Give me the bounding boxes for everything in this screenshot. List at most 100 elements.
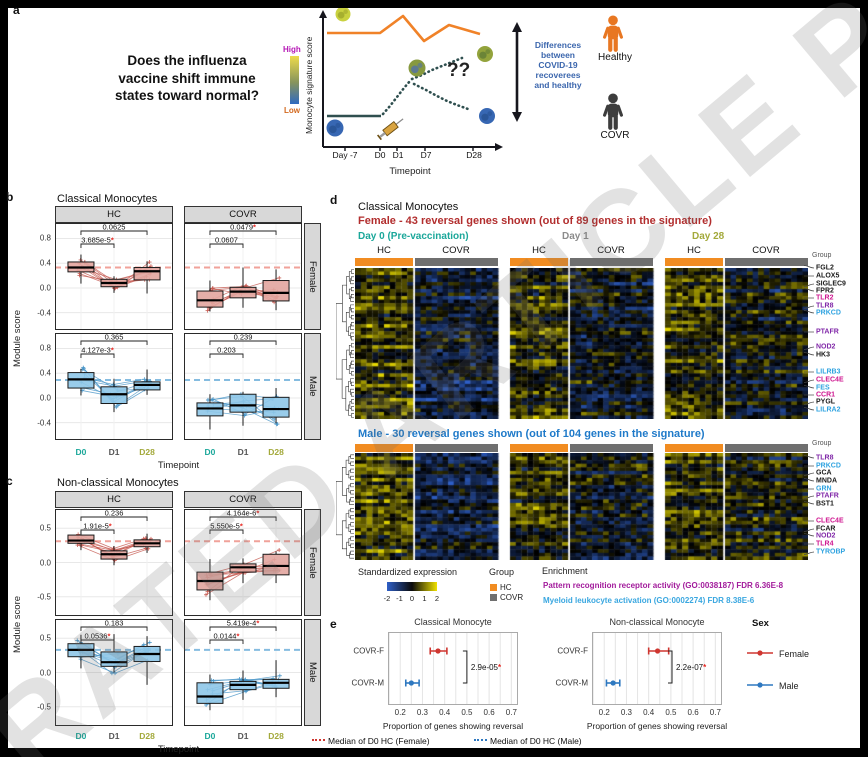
heatmap-col-label: COVR: [442, 245, 470, 256]
group-annotation-bar: [665, 258, 723, 266]
enrichment-item-pattern-recognition: Pattern recognition receptor activity (G…: [543, 581, 784, 590]
x-tick-D28: D28: [139, 447, 155, 457]
x-tick-D0: D0: [204, 447, 216, 457]
day0-header: Day 0 (Pre-vaccination): [358, 231, 469, 242]
male-legend-marker: [747, 682, 773, 688]
svg-text:0.239: 0.239: [234, 333, 253, 342]
y-tick-label: -0.4: [37, 308, 51, 318]
y-tick-label: 0.4: [39, 368, 51, 378]
panel-a-xtick-d7: D7: [420, 150, 432, 160]
boxplot-cell-hc-female: 1.91e-5* 0.236: [55, 509, 173, 616]
x-tick-0.5: 0.5: [665, 708, 677, 717]
footnote-female-median: Median of D0 HC (Female): [312, 736, 430, 746]
boxplot-cell-covr-female: 5.550e-5* 4.164e-6*: [184, 509, 302, 616]
day28-header: Day 28: [692, 231, 725, 242]
svg-text:0.0144*: 0.0144*: [214, 632, 240, 641]
gene-label-CLEC4E: CLEC4E: [816, 376, 844, 384]
boxplot-cell-hc-male: 4.127e-3* 0.365: [55, 333, 173, 440]
diff-line-2: between: [540, 50, 575, 61]
panel-e-left-xlabel: Proportion of genes showing reversal: [382, 721, 524, 731]
gene-label-FGL2: FGL2: [816, 264, 834, 272]
person-icon: [603, 15, 623, 52]
y-tick-label: -0.5: [37, 592, 51, 602]
y-tick-label: -0.4: [37, 418, 51, 428]
panel-a-label: a: [13, 3, 20, 17]
diff-line-5: and healthy: [534, 80, 582, 91]
svg-text:3.685e-5*: 3.685e-5*: [81, 236, 114, 245]
dotplot-classical: 2.9e-05*: [388, 632, 518, 705]
y-tick-label: 0.5: [39, 523, 51, 533]
gene-label-TYROBP: TYROBP: [816, 548, 846, 556]
panel-a-diagram: [319, 8, 623, 151]
gene-label-HK3: HK3: [816, 351, 831, 359]
person-icon: [603, 93, 623, 130]
gene-label-FCAR: FCAR: [816, 525, 836, 533]
panel-a-xtick-d0: D0: [374, 150, 386, 160]
panel-c-label: c: [6, 474, 13, 488]
panel-a-xtick-d1: D1: [392, 150, 404, 160]
svg-text:0.365: 0.365: [105, 333, 124, 342]
boxplot-cell-covr-male: 0.0144* 5.419e-4*: [184, 619, 302, 726]
expression-legend-title: Standardized expression: [358, 567, 458, 577]
group-annotation-bar: [355, 444, 413, 452]
x-tick-D0: D0: [75, 731, 87, 741]
gene-label-ALOX5: ALOX5: [816, 272, 840, 280]
question-line-1: Does the influenza: [127, 53, 247, 68]
gene-label-TLR4: TLR4: [816, 540, 834, 548]
female-subtitle: Female - 43 reversal genes shown (out of…: [358, 215, 712, 227]
row-label-COVR-M: COVR-M: [555, 678, 588, 688]
panel-b-title: Classical Monocytes: [57, 193, 158, 205]
svg-text:0.183: 0.183: [105, 619, 124, 628]
y-axis-label: Module score: [12, 309, 23, 367]
x-tick-0.6: 0.6: [483, 708, 495, 717]
dendrogram: [336, 269, 354, 418]
group-legend-title: Group: [489, 567, 515, 577]
x-tick-D1: D1: [237, 731, 249, 741]
gene-label-MNDA: MNDA: [816, 477, 837, 485]
facet-strip-female: Female: [304, 223, 321, 330]
enrichment-item-myeloid: Myeloid leukocyte activation (GO:0002274…: [543, 596, 755, 605]
facet-strip-male: Male: [304, 333, 321, 440]
question-line-3: states toward normal?: [114, 88, 260, 104]
gene-label-PTAFR: PTAFR: [816, 492, 839, 500]
facet-strip-hc: HC: [55, 491, 173, 508]
heatmap-col-label: HC: [687, 245, 701, 256]
male-legend-label: Male: [779, 681, 799, 691]
boxplot-cell-hc-female: 3.685e-5* 0.0625: [55, 223, 173, 330]
covr-label: COVR: [600, 130, 630, 141]
male-subtitle: Male - 30 reversal genes shown (out of 1…: [358, 428, 705, 440]
y-tick-label: 0.8: [39, 343, 51, 353]
gene-label-TLR8: TLR8: [816, 302, 834, 310]
gene-label-CLEC4E: CLEC4E: [816, 517, 844, 525]
diff-line-3: COVID-19: [538, 60, 578, 71]
panel-e-right-title: Non-classical Monocyte: [609, 617, 705, 627]
x-tick-D28: D28: [139, 731, 155, 741]
x-tick-D28: D28: [268, 731, 284, 741]
panel-e-label: e: [330, 617, 337, 631]
x-tick-0.7: 0.7: [709, 708, 721, 717]
question-line-2: vaccine shift immune: [118, 70, 256, 86]
svg-text:4.164e-6*: 4.164e-6*: [227, 509, 260, 518]
footnote-male-text: Median of D0 HC (Male): [490, 736, 582, 746]
dendrogram: [336, 454, 354, 559]
female-group-label: Group: [812, 252, 832, 259]
covr-swatch: [490, 594, 497, 601]
x-tick-0.4: 0.4: [439, 708, 451, 717]
female-legend-label: Female: [779, 649, 810, 659]
facet-strip-covr: COVR: [184, 206, 302, 223]
row-label-COVR-F: COVR-F: [353, 646, 384, 656]
heatmap-col-label: HC: [377, 245, 391, 256]
gene-label-TLR2: TLR2: [816, 294, 834, 302]
male-median-dotted-line: [474, 739, 487, 741]
gene-connectors: [803, 265, 815, 555]
gene-label-GRN: GRN: [816, 485, 832, 493]
facet-strip-hc: HC: [55, 206, 173, 223]
panel-e-right-xlabel: Proportion of genes showing reversal: [586, 721, 728, 731]
boxplot-cell-covr-male: 0.203 0.239: [184, 333, 302, 440]
heatmap-canvas: [355, 268, 808, 419]
female-legend-marker: [747, 650, 773, 656]
panel-d-label: d: [330, 193, 338, 207]
gene-label-CCR1: CCR1: [816, 391, 836, 399]
panel-d-title: Classical Monocytes: [358, 201, 459, 213]
